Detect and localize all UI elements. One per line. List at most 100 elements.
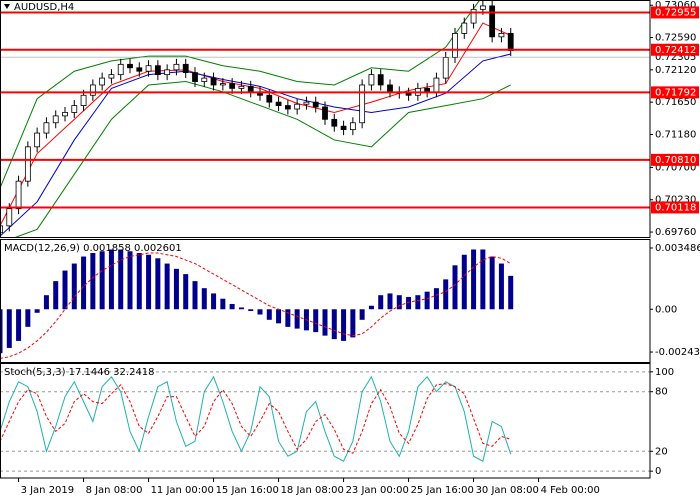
candle-body [322, 106, 328, 120]
y-tick-label: 0.71650 [655, 97, 696, 108]
macd-bar [211, 293, 217, 310]
macd-bar [229, 303, 235, 310]
macd-bar [508, 275, 514, 310]
y-tick-label: 0.00 [655, 304, 677, 315]
candle-body [164, 69, 171, 76]
x-tick-label: 25 Jan 16:00 [411, 485, 474, 496]
macd-bar [396, 295, 402, 310]
macd-bar [201, 288, 207, 310]
macd-bar [183, 274, 189, 310]
level-tag-bg [651, 153, 699, 166]
macd-bar [322, 309, 328, 336]
level-label: 0.71792 [655, 87, 696, 98]
stoch-frame [0, 363, 651, 479]
candle-body [266, 94, 273, 103]
y-tick-label: -0.002433 [655, 347, 700, 358]
candle-body [387, 84, 393, 93]
y-tick-label: 20 [655, 446, 668, 457]
candle-body [433, 77, 440, 93]
macd-bar [368, 305, 374, 310]
macd-bar [220, 298, 226, 310]
candle-body [247, 85, 254, 93]
level-label: 0.72412 [655, 45, 696, 56]
macd-bar [331, 309, 337, 340]
candle-body [294, 103, 301, 110]
x-tick-label: 30 Jan 08:00 [476, 485, 539, 496]
macd-bar [173, 268, 179, 310]
y-tick-label: 100 [655, 367, 674, 378]
candle-body [24, 146, 31, 182]
macd-frame [0, 239, 651, 363]
level-tag-bg [651, 43, 699, 56]
macd-bar [118, 249, 124, 310]
candle-body [43, 122, 50, 134]
candle-body [303, 101, 310, 105]
y-tick-label: 0.72590 [655, 33, 696, 44]
candle-body [201, 77, 208, 82]
candle-body [331, 118, 338, 127]
x-tick-label: 8 Jan 08:00 [86, 485, 143, 496]
candle-body [284, 105, 291, 110]
candle-body [99, 77, 106, 86]
macd-bar [489, 256, 495, 310]
symbol-dropdown[interactable] [4, 4, 10, 9]
stoch-line [0, 375, 512, 462]
candle-body [498, 33, 505, 38]
x-tick-label: 11 Jan 00:00 [151, 485, 214, 496]
y-tick-label: 0 [655, 466, 661, 477]
macd-bar [99, 251, 105, 310]
stoch-plot [0, 371, 650, 472]
candle-body [461, 22, 468, 34]
y-tick-label: 80 [655, 387, 668, 398]
candle-body [424, 87, 431, 93]
candle-body [145, 65, 152, 72]
macd-bar [34, 309, 40, 313]
macd-title: MACD(12,26,9) 0.001858 0.002601 [4, 243, 182, 254]
price-plot [0, 0, 650, 237]
macd-bar [415, 295, 421, 310]
macd-bar [424, 291, 430, 310]
level-label: 0.70810 [655, 155, 696, 166]
macd-bar [25, 309, 31, 327]
macd-bar [480, 249, 486, 310]
candle-body [192, 72, 198, 82]
candle-body [210, 77, 217, 86]
candle-body [117, 63, 124, 76]
indicator-line [14, 81, 511, 237]
candle-body [340, 125, 347, 131]
macd-bar [146, 254, 152, 310]
macd-bar [16, 309, 22, 341]
y-tick-label: 0.003486 [655, 243, 700, 254]
macd-bar [359, 309, 365, 320]
macd-bar [341, 309, 347, 341]
candle-body [71, 105, 78, 113]
macd-bar [350, 309, 356, 338]
macd-bar [0, 309, 3, 354]
candle-body [6, 208, 13, 227]
current-price-label: 0.72305 [655, 52, 696, 63]
stoch-title: Stoch(5,3,3) 17.1446 32.2418 [4, 367, 155, 378]
macd-signal [0, 252, 511, 359]
level-label: 0.70118 [655, 202, 696, 213]
candle-body [368, 74, 375, 86]
candle-body [15, 180, 22, 210]
y-tick-label: 0.70230 [655, 195, 696, 206]
macd-bar [257, 309, 263, 315]
plot-layer [0, 0, 650, 472]
symbol-title: AUDUSD,H4 [14, 2, 74, 13]
candle-body [479, 5, 486, 10]
macd-bar [387, 293, 393, 310]
macd-bar [452, 265, 458, 310]
candle-body [62, 112, 68, 117]
candle-body [154, 65, 161, 76]
macd-bar [164, 263, 170, 310]
macd-bar [53, 281, 59, 310]
indicator-line [0, 0, 481, 189]
candle-body [489, 5, 496, 38]
candle-body [34, 132, 41, 148]
macd-bar [136, 253, 142, 310]
y-tick-label: 0.69760 [655, 227, 696, 238]
y-tick-label: 0.73060 [655, 0, 696, 11]
macd-bar [461, 254, 467, 310]
